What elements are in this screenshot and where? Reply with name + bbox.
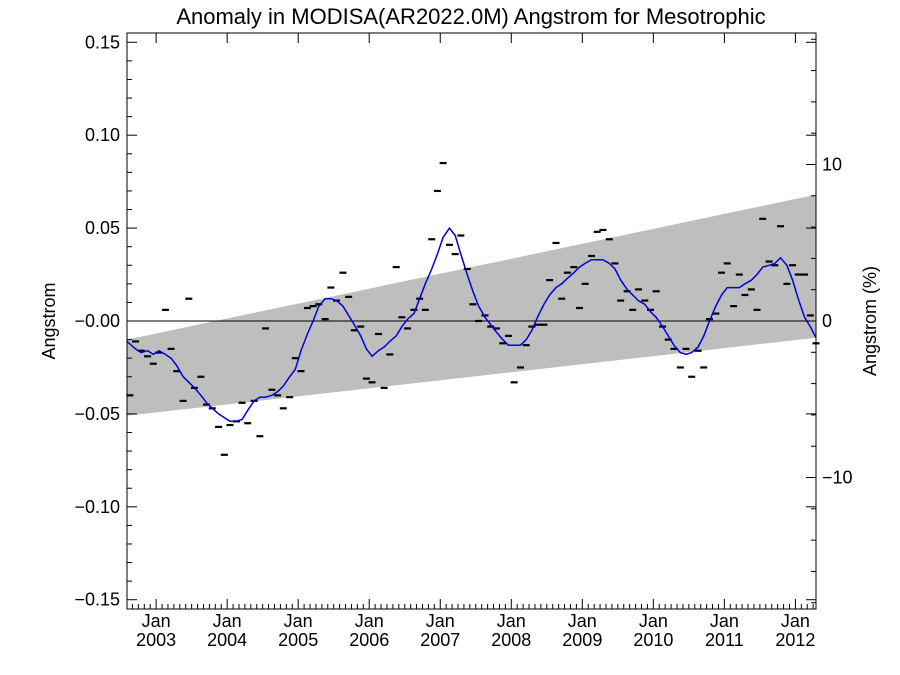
y-tick-label-1: −0.10 [74, 497, 120, 517]
y2-tick-label-0: −10 [822, 468, 853, 488]
left-y-axis: −0.15 −0.10 −0.05 −0.00 0.05 0.10 0.15 [74, 32, 816, 610]
y-tick-label-0: −0.15 [74, 590, 120, 610]
x-tick-year-8: 2011 [705, 630, 744, 650]
x-tick-month-7: Jan [639, 611, 668, 631]
y-axis-label: Angstrom [39, 282, 59, 359]
y2-tick-label-2: 10 [822, 154, 842, 174]
smoothed-anomaly-line [126, 226, 817, 423]
x-tick-year-5: 2008 [491, 630, 531, 650]
x-tick-month-8: Jan [710, 611, 739, 631]
x-tick-year-6: 2009 [562, 630, 602, 650]
x-axis: Jan2003Jan2004Jan2005Jan2006Jan2007Jan20… [131, 33, 815, 650]
right-y-axis-label: Angstrom (%) [860, 266, 880, 376]
chart-title: Anomaly in MODISA(AR2022.0M) Angstrom fo… [176, 4, 765, 29]
x-tick-year-4: 2007 [420, 630, 460, 650]
x-tick-year-7: 2010 [633, 630, 673, 650]
x-tick-month-5: Jan [497, 611, 526, 631]
x-tick-month-9: Jan [781, 611, 810, 631]
x-tick-month-2: Jan [284, 611, 313, 631]
y-tick-label-5: 0.10 [85, 125, 120, 145]
x-tick-year-2: 2005 [278, 630, 318, 650]
y-tick-label-6: 0.15 [85, 32, 120, 52]
right-y-axis: −10 0 10 [806, 38, 853, 604]
x-tick-year-3: 2006 [349, 630, 389, 650]
y-tick-label-3: −0.00 [74, 311, 120, 331]
x-tick-month-6: Jan [568, 611, 597, 631]
x-tick-year-9: 2012 [775, 630, 815, 650]
y-tick-label-2: −0.05 [74, 404, 120, 424]
y2-tick-label-1: 0 [822, 311, 832, 331]
x-tick-month-0: Jan [142, 611, 171, 631]
monthly-anomaly-markers [126, 161, 820, 456]
y-tick-label-4: 0.05 [85, 218, 120, 238]
x-tick-month-1: Jan [213, 611, 242, 631]
x-tick-month-3: Jan [355, 611, 384, 631]
x-tick-month-4: Jan [426, 611, 455, 631]
smoothed-line-path [126, 226, 817, 423]
x-tick-year-0: 2003 [136, 630, 176, 650]
x-tick-year-1: 2004 [207, 630, 247, 650]
